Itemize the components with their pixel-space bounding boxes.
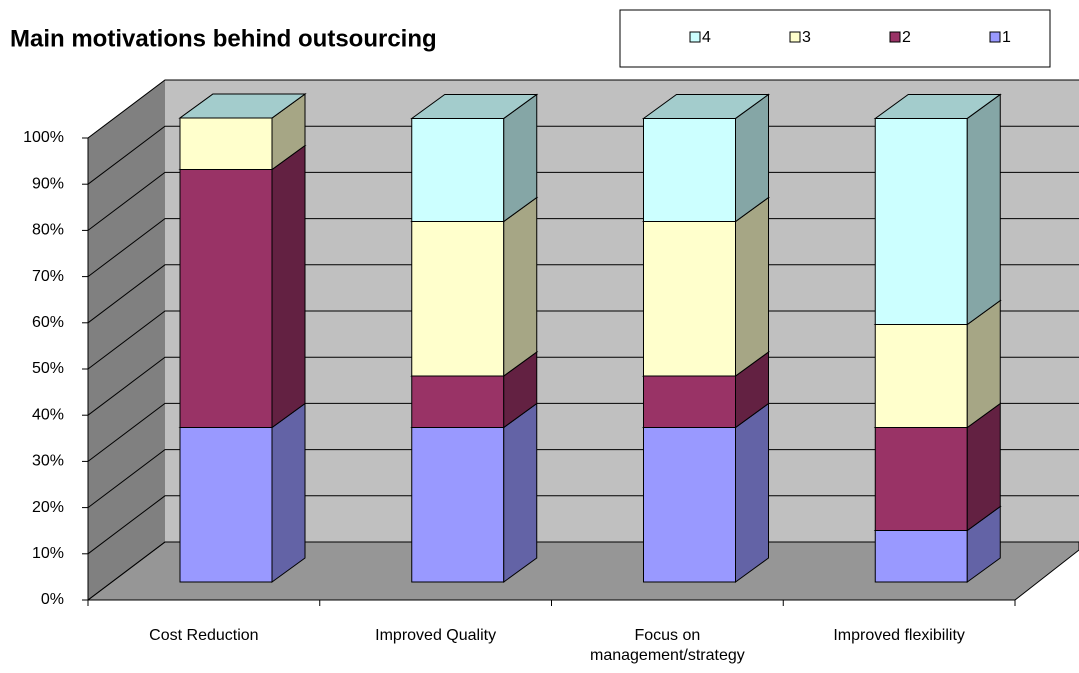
grid-line <box>87 125 1079 185</box>
bar-front <box>179 426 273 583</box>
y-tick-label: 70% <box>32 268 64 285</box>
grid-line <box>87 218 1079 277</box>
bar-side <box>966 93 1001 326</box>
bar-top <box>641 93 771 119</box>
y-tick-label: 100% <box>23 129 64 146</box>
y-tick-label: 30% <box>32 453 64 470</box>
bar-front <box>874 323 968 428</box>
bar-front <box>643 117 736 222</box>
y-tick-label: 0% <box>41 591 64 608</box>
legend-swatch <box>789 31 801 43</box>
bar-segment <box>410 402 539 583</box>
y-tick-label: 20% <box>32 499 64 516</box>
grid-line <box>87 356 1079 416</box>
bar-side <box>735 402 769 583</box>
y-tick-label: 50% <box>32 360 64 377</box>
grid-line <box>87 310 1079 370</box>
grid-line <box>87 264 1079 324</box>
bar-front <box>179 169 273 428</box>
x-tick-label: Cost Reduction <box>149 627 259 644</box>
bar-front <box>874 529 968 583</box>
bar-front <box>411 426 505 583</box>
y-tick-label: 60% <box>32 314 64 331</box>
bar-side <box>503 402 538 583</box>
bar-segment <box>410 196 539 377</box>
grid-line <box>87 402 1079 462</box>
legend-box <box>619 9 1051 68</box>
grid-line <box>87 79 1079 139</box>
legend-label: 1 <box>1002 29 1011 46</box>
legend-swatch <box>689 31 701 43</box>
bar-front <box>643 375 736 428</box>
legend-label: 3 <box>802 29 811 46</box>
bar-side <box>503 196 538 377</box>
x-tick-label: Improved Quality <box>375 627 497 644</box>
bar-side <box>271 144 306 429</box>
bar-front <box>411 117 505 222</box>
legend-swatch <box>989 31 1001 43</box>
bar-segment <box>641 402 771 583</box>
y-tick-label: 10% <box>32 545 64 562</box>
legend-label: 2 <box>902 29 911 46</box>
grid-line <box>87 495 1079 555</box>
bar-front <box>411 375 505 428</box>
bar-top <box>178 93 307 119</box>
bar-front <box>643 220 736 377</box>
bar-segment <box>641 93 771 223</box>
bar-front <box>411 220 505 377</box>
x-tick-label: Focus on management/strategy <box>590 627 745 664</box>
bar-segment <box>178 402 307 583</box>
bar-front <box>874 117 968 325</box>
bar-top <box>410 93 539 119</box>
bar-segment <box>178 93 307 119</box>
grid-line <box>87 449 1079 508</box>
grid-line <box>87 541 1079 601</box>
bar-front <box>643 426 736 583</box>
bar-side <box>271 402 306 583</box>
bar-segment <box>641 196 771 377</box>
bar-front <box>179 117 273 171</box>
y-tick-label: 80% <box>32 222 64 239</box>
y-tick-label: 90% <box>32 175 64 192</box>
legend-label: 4 <box>702 29 711 46</box>
bar-segment <box>873 93 1002 326</box>
legend-swatch <box>889 31 901 43</box>
bar-top <box>873 93 1002 119</box>
bar-segment <box>178 144 307 429</box>
bar-front <box>874 426 968 531</box>
grid-line <box>87 171 1079 231</box>
x-tick-label: Improved flexibility <box>833 627 965 644</box>
bar-side <box>735 196 769 377</box>
bar-segment <box>410 93 539 223</box>
y-tick-label: 40% <box>32 406 64 423</box>
chart-title: Main motivations behind outsourcing <box>10 25 437 52</box>
